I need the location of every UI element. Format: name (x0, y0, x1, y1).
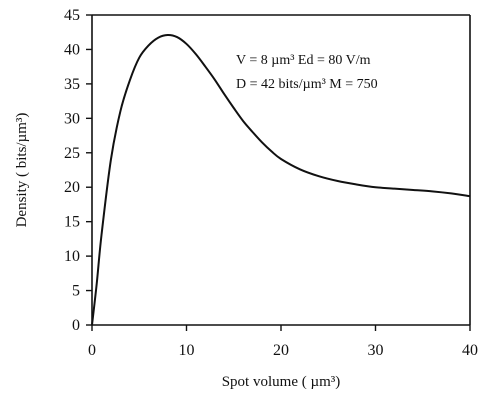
y-tick-label: 45 (64, 7, 80, 24)
y-tick-label: 35 (64, 76, 80, 93)
y-tick-label: 30 (64, 110, 80, 127)
density-curve (91, 33, 471, 326)
y-tick-label: 25 (64, 145, 80, 162)
x-tick-label: 20 (273, 342, 289, 359)
x-tick-label: 10 (179, 342, 195, 359)
y-tick-label: 20 (64, 179, 80, 196)
x-tick-label: 40 (462, 342, 478, 359)
ticks (86, 14, 471, 331)
y-tick-label: 15 (64, 214, 80, 231)
axes (91, 14, 471, 326)
y-tick-label: 40 (64, 41, 80, 58)
x-tick-label: 0 (88, 342, 96, 359)
y-tick-label: 10 (64, 248, 80, 265)
annotation-line-1: V = 8 µm³ Ed = 80 V/m (236, 53, 371, 68)
y-axis-label: Density ( bits/µm³) (14, 113, 30, 228)
tick-labels: 0 5 10 15 20 25 30 35 40 45 0 10 20 30 40 (64, 7, 478, 359)
x-axis-label: Spot volume ( µm³) (222, 374, 341, 390)
y-tick-label: 0 (72, 317, 80, 334)
x-tick-label: 30 (368, 342, 384, 359)
y-tick-label: 5 (72, 283, 80, 300)
annotation-line-2: D = 42 bits/µm³ M = 750 (236, 77, 378, 92)
